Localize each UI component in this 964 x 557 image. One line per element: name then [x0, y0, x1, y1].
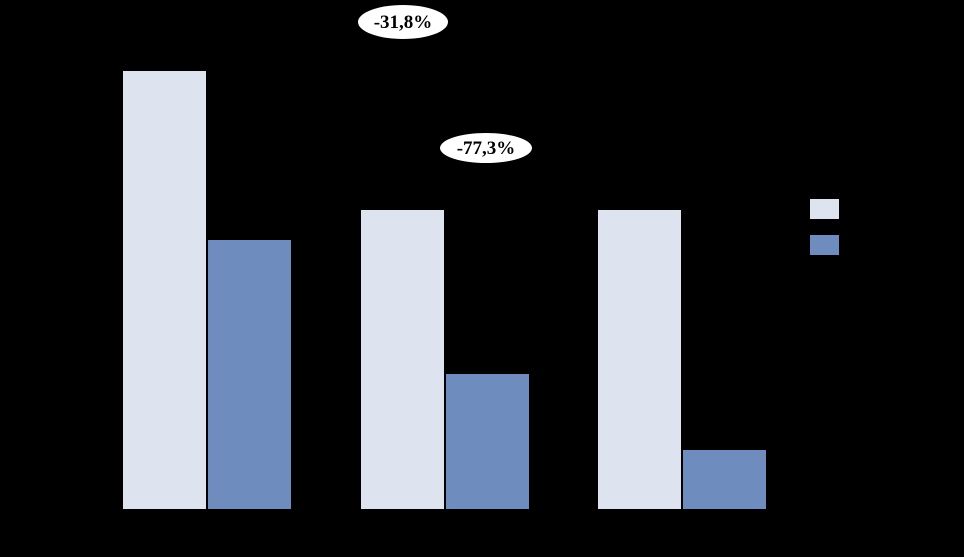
callout-1-label: -31,8% — [373, 11, 433, 33]
bar-light-group-1 — [123, 71, 206, 509]
bar-dark-group-2 — [446, 374, 529, 509]
legend-swatch-lighter-series — [810, 199, 839, 219]
bar-dark-group-1 — [208, 240, 291, 509]
bar-light-group-2 — [361, 210, 444, 509]
callout-2-label: -77,3% — [456, 137, 516, 159]
callout-ellipse-1: -31,8% — [358, 5, 448, 39]
legend-swatch-darker-series — [810, 235, 839, 255]
callout-ellipse-2: -77,3% — [440, 133, 532, 163]
bar-light-group-3 — [598, 210, 681, 509]
bar-dark-group-3 — [683, 450, 766, 509]
